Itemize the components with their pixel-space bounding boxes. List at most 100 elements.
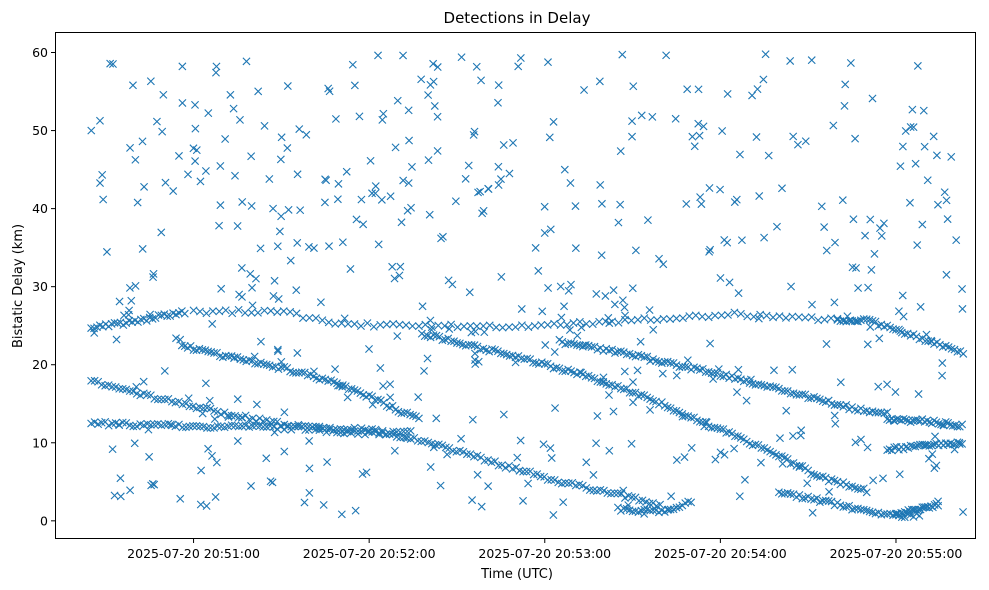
data-point-marker <box>247 308 256 317</box>
data-point-marker <box>492 323 501 332</box>
data-point-marker <box>424 91 433 100</box>
data-point-marker <box>262 454 271 463</box>
data-point-marker <box>524 323 533 332</box>
y-axis: 0 10 20 30 40 50 60 <box>32 45 56 528</box>
data-point-marker <box>895 470 904 479</box>
data-point-marker <box>176 335 185 344</box>
data-point-marker <box>485 321 494 330</box>
data-point-marker <box>185 402 194 411</box>
data-point-marker <box>427 323 436 332</box>
data-point-marker <box>460 322 468 331</box>
data-point-marker <box>113 319 122 328</box>
data-point-marker <box>406 426 415 435</box>
data-point-marker <box>659 260 668 269</box>
data-point-marker <box>798 390 807 399</box>
data-point-marker <box>618 296 627 305</box>
data-point-marker <box>429 443 438 452</box>
data-point-marker <box>213 407 222 416</box>
data-point-marker <box>318 374 327 383</box>
data-point-marker <box>953 422 962 431</box>
data-point-marker <box>211 68 220 77</box>
data-point-marker <box>401 433 410 442</box>
data-point-marker <box>543 320 552 329</box>
data-point-marker <box>786 490 795 499</box>
data-point-marker <box>305 313 314 322</box>
data-point-marker <box>718 127 727 136</box>
data-point-marker <box>166 420 175 429</box>
data-point-marker <box>640 314 649 323</box>
data-point-marker <box>480 328 489 337</box>
data-point-marker <box>395 271 404 280</box>
data-point-marker <box>357 195 366 204</box>
data-point-marker <box>840 101 849 110</box>
data-point-marker <box>587 373 596 382</box>
data-point-marker <box>735 150 744 159</box>
data-point-marker <box>284 205 293 214</box>
data-point-marker <box>236 355 245 364</box>
data-point-marker <box>189 144 198 153</box>
data-point-marker <box>118 418 127 427</box>
data-point-marker <box>899 414 908 423</box>
data-point-marker <box>624 501 633 510</box>
data-point-marker <box>280 447 289 456</box>
data-point-marker <box>597 251 606 260</box>
data-point-marker <box>842 400 851 409</box>
data-point-marker <box>270 276 279 285</box>
data-point-marker <box>350 386 359 395</box>
data-point-marker <box>212 458 221 467</box>
data-point-marker <box>211 492 220 501</box>
data-point-marker <box>788 432 797 440</box>
data-point-marker <box>365 345 373 353</box>
data-point-marker <box>570 339 579 348</box>
data-point-marker <box>930 440 939 449</box>
data-point-marker <box>943 215 952 224</box>
data-point-marker <box>716 274 725 283</box>
data-point-marker <box>250 352 259 361</box>
data-point-marker <box>925 418 934 427</box>
data-point-marker <box>918 220 927 229</box>
data-point-marker <box>573 331 582 340</box>
data-point-marker <box>938 371 947 380</box>
data-point-marker <box>286 307 295 316</box>
data-point-marker <box>254 87 263 96</box>
data-point-marker <box>514 62 523 71</box>
data-point-marker <box>856 435 865 444</box>
data-point-marker <box>753 85 762 94</box>
data-point-marker <box>468 415 477 424</box>
data-point-marker <box>691 311 700 320</box>
data-point-marker <box>145 452 154 461</box>
data-point-marker <box>941 417 950 426</box>
data-point-marker <box>146 420 155 429</box>
data-point-marker <box>640 509 649 518</box>
data-point-marker <box>95 116 104 125</box>
data-point-marker <box>605 391 613 399</box>
data-point-marker <box>302 130 311 139</box>
data-point-marker <box>266 306 275 315</box>
data-point-marker <box>399 51 408 60</box>
data-point-marker <box>864 283 873 292</box>
data-point-marker <box>637 390 646 399</box>
data-point-marker <box>913 61 922 70</box>
data-point-marker <box>110 491 119 500</box>
data-point-marker <box>348 60 357 69</box>
data-point-marker <box>505 169 514 178</box>
data-point-marker <box>571 202 580 211</box>
data-point-marker <box>224 412 233 421</box>
data-point-marker <box>293 170 302 179</box>
data-point-marker <box>558 367 567 375</box>
chart-title: Detections in Delay <box>444 9 591 27</box>
data-point-marker <box>927 441 936 450</box>
data-point-marker <box>196 500 205 509</box>
data-point-marker <box>796 431 805 440</box>
data-point-marker <box>308 422 317 431</box>
data-point-marker <box>609 286 618 295</box>
data-point-marker <box>877 408 886 417</box>
data-point-marker <box>756 458 765 467</box>
data-point-marker <box>924 454 933 463</box>
data-point-marker <box>950 445 959 454</box>
data-point-marker <box>722 370 731 379</box>
data-point-marker <box>672 371 681 380</box>
data-point-marker <box>494 81 503 90</box>
data-point-marker <box>659 314 668 323</box>
